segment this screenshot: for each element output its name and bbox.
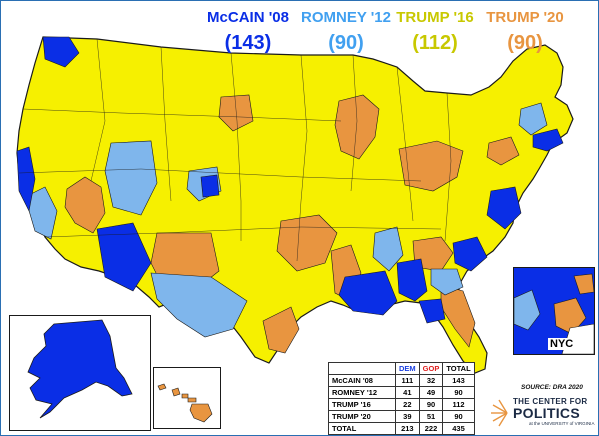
- cell-gop: 32: [418, 374, 444, 387]
- cell-dem: 39: [395, 410, 420, 423]
- logo-line-1: THE CENTER FOR: [513, 397, 588, 406]
- header-total: TOTAL: [442, 362, 475, 375]
- district-boundaries: [18, 38, 452, 262]
- row-label: TRUMP '20: [328, 410, 396, 423]
- legend-count: (112): [412, 32, 458, 54]
- trump-20-districts: [64, 94, 520, 354]
- cell-dem: 213: [395, 422, 420, 435]
- table-row: TRUMP '20 39 51 90: [328, 410, 475, 423]
- district-region-central: [276, 214, 338, 272]
- nyc-label: NYC: [548, 338, 576, 350]
- cell-gop: 49: [418, 386, 444, 399]
- nyc-inset: NYC: [513, 267, 595, 355]
- district-region-washington: [42, 36, 80, 68]
- logo-line-2: POLITICS: [513, 405, 580, 421]
- district-region-virginia: [486, 186, 522, 230]
- legend-label: TRUMP '16: [396, 9, 474, 26]
- logo-line-3: at the UNIVERSITY of VIRGINIA: [529, 421, 595, 426]
- legend-item-trump-20: TRUMP '20 (90): [483, 9, 567, 55]
- district-region-new-england: [532, 128, 564, 152]
- nyc-romney-district: [513, 289, 541, 331]
- district-region-utah: [104, 140, 158, 216]
- cell-total: 435: [442, 422, 475, 435]
- table-row: ROMNEY '12 41 49 90: [328, 386, 475, 399]
- row-label: TOTAL: [328, 422, 396, 435]
- cell-gop: 90: [418, 398, 444, 411]
- header-dem: DEM: [395, 362, 420, 375]
- district-region-carolina-coast: [452, 236, 488, 272]
- district-region-texas: [150, 272, 248, 338]
- cell-total: 90: [442, 386, 475, 399]
- legend-count: (90): [507, 32, 543, 54]
- district-region-midwest: [398, 140, 464, 192]
- hawaii-islands: [157, 383, 213, 423]
- district-region-south-texas: [262, 306, 300, 354]
- district-region-mountain: [218, 94, 254, 132]
- cell-total: 90: [442, 410, 475, 423]
- legend-label: McCAIN '08: [207, 9, 289, 26]
- cell-dem: 111: [395, 374, 420, 387]
- row-label: TRUMP '16: [328, 398, 396, 411]
- row-label: ROMNEY '12: [328, 386, 396, 399]
- district-region-california: [24, 186, 58, 240]
- legend-label: TRUMP '20: [486, 9, 564, 26]
- district-region-colorado: [200, 174, 220, 198]
- header-gop: GOP: [418, 362, 444, 375]
- legend-item-romney-12: ROMNEY '12 (90): [301, 9, 391, 55]
- cell-total: 112: [442, 398, 475, 411]
- alaska-inset: [9, 315, 151, 431]
- district-region-west-coast: [16, 146, 36, 212]
- nyc-trump20-district: [553, 297, 587, 335]
- alaska-shape: [27, 319, 133, 419]
- table-header-row: DEM GOP TOTAL: [328, 362, 475, 375]
- cell-dem: 22: [395, 398, 420, 411]
- cell-gop: 222: [418, 422, 444, 435]
- district-region-northeast-2: [518, 102, 548, 136]
- header-blank: [328, 362, 396, 375]
- district-region-midsouth: [372, 226, 404, 272]
- table-row: TRUMP '16 22 90 112: [328, 398, 475, 411]
- cell-gop: 51: [418, 410, 444, 423]
- district-region-great-lakes: [334, 94, 380, 160]
- legend-item-mccain-08: McCAIN '08 (143): [197, 9, 299, 55]
- legend-label: ROMNEY '12: [301, 9, 391, 26]
- summary-table: DEM GOP TOTAL McCAIN '08 111 32 143 ROMN…: [328, 362, 475, 435]
- cell-total: 143: [442, 374, 475, 387]
- district-region-alabama: [396, 258, 428, 302]
- sunburst-icon: [491, 399, 508, 427]
- district-region-arizona: [96, 222, 152, 292]
- legend-count: (90): [328, 32, 364, 54]
- hawaii-inset: [153, 367, 221, 429]
- district-region-south-2: [430, 268, 464, 296]
- district-region-georgia: [418, 298, 446, 324]
- center-for-politics-logo: THE CENTER FOR POLITICS at the UNIVERSIT…: [487, 395, 595, 431]
- mccain-08-districts: [16, 36, 564, 324]
- legend-headline: McCAIN '08 (143) ROMNEY '12 (90) TRUMP '…: [197, 9, 597, 69]
- district-region-nevada: [64, 176, 106, 234]
- cell-dem: 41: [395, 386, 420, 399]
- row-label: McCAIN '08: [328, 374, 396, 387]
- source-note: SOURCE: DRA 2020: [521, 384, 583, 391]
- district-region-mississippi-delta: [338, 270, 398, 316]
- legend-item-trump-16: TRUMP '16 (112): [393, 9, 477, 55]
- table-row: TOTAL 213 222 435: [328, 422, 475, 435]
- legend-count: (143): [224, 32, 272, 54]
- table-row: McCAIN '08 111 32 143: [328, 374, 475, 387]
- district-region-northeast: [486, 136, 520, 166]
